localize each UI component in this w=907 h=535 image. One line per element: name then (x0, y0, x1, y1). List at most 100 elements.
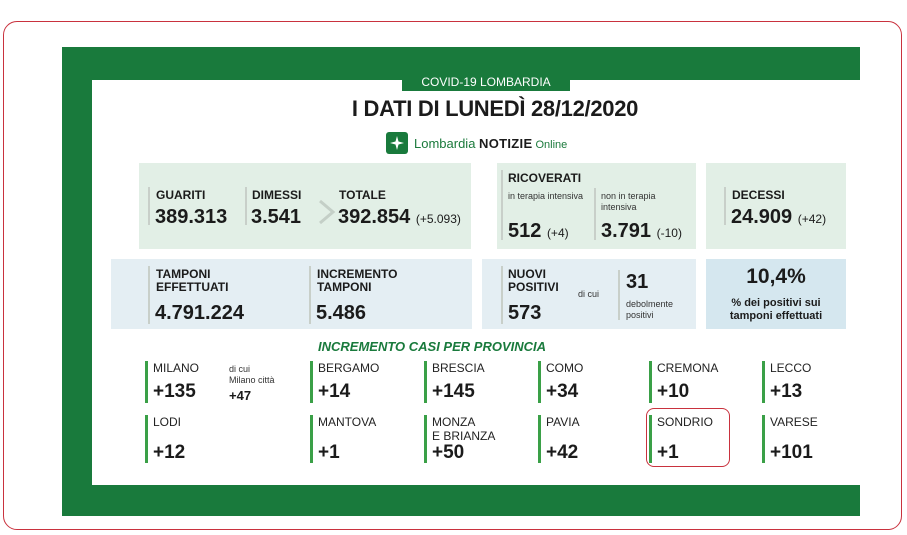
tamponi-value: 4.791.224 (155, 302, 244, 324)
province-value: +1 (318, 442, 340, 463)
province-name: COMO (546, 361, 584, 375)
province-name: PAVIA (546, 415, 580, 429)
divider (618, 270, 620, 320)
province-value: +50 (432, 442, 465, 463)
incremento-tamponi-value: 5.486 (316, 302, 367, 324)
tamponi-label: TAMPONI EFFETTUATI (156, 268, 228, 294)
guariti-value: 389.313 (155, 206, 228, 228)
province-name: MONZA E BRIANZA (432, 415, 495, 443)
province-value: +13 (770, 381, 803, 402)
province-bar (424, 415, 427, 463)
di-cui-label: di cui (578, 289, 600, 299)
chevron-right-icon (319, 199, 336, 225)
province-name: BERGAMO (318, 361, 380, 375)
debolmente-positivi-value: 31 (626, 271, 649, 293)
recovered-box (139, 163, 471, 249)
divider (724, 187, 726, 225)
province-bar (424, 361, 427, 403)
province-bar (762, 361, 765, 403)
provinces-title: INCREMENTO CASI PER PROVINCIA (318, 339, 547, 354)
positives-box (482, 259, 696, 329)
province-value: +34 (546, 381, 579, 402)
brand-name: Lombardia NOTIZIE Online (414, 136, 567, 151)
province-bar (762, 415, 765, 463)
province-bar (538, 415, 541, 463)
divider (309, 266, 311, 324)
province-value: +101 (770, 442, 813, 463)
icu-number: 512 (508, 220, 542, 242)
province-value: +42 (546, 442, 579, 463)
non-icu-delta: (-10) (656, 226, 682, 240)
ratio-label-line2: tamponi effettuati (729, 310, 823, 322)
decessi-delta: (+42) (797, 212, 827, 226)
province-name: MANTOVA (318, 415, 377, 429)
province-value: +145 (432, 381, 475, 402)
province-bar (310, 415, 313, 463)
province-name: LODI (153, 415, 182, 429)
ratio-label: % dei positivi sui tamponi effettuati (706, 297, 846, 323)
province-name: LECCO (770, 361, 812, 375)
lombardia-logo-icon (386, 132, 408, 154)
icu-label: in terapia intensiva (508, 191, 584, 201)
tamponi-label-line2: EFFETTUATI (156, 280, 229, 294)
page-title: I DATI DI LUNEDÌ 28/12/2020 (351, 96, 639, 121)
province-name: MILANO (153, 361, 200, 375)
dimessi-label: DIMESSI (252, 188, 302, 202)
decessi-number: 24.909 (731, 206, 793, 228)
milano-note-line1: di cui (229, 364, 251, 374)
province-name: CREMONA (657, 361, 719, 375)
outer-frame (3, 21, 902, 530)
ricoverati-label: RICOVERATI (508, 171, 582, 185)
non-icu-number: 3.791 (601, 220, 652, 242)
weak-label-line1: debolmente (626, 299, 674, 309)
province-value: +1 (657, 442, 679, 463)
province-bar (310, 361, 313, 403)
divider (148, 187, 150, 225)
dimessi-value: 3.541 (251, 206, 302, 228)
positivi-label-line1: NUOVI (508, 267, 547, 281)
incremento-tamponi-label: INCREMENTO TAMPONI (317, 268, 397, 294)
totale-number: 392.854 (338, 206, 411, 228)
sondrio-highlight (646, 408, 730, 467)
province-name-line1: MONZA (432, 415, 476, 429)
non-icu-label: non in terapia intensiva (601, 191, 656, 212)
tamponi-label-line1: TAMPONI (156, 267, 211, 281)
ratio-box (706, 259, 846, 329)
province-value: +14 (318, 381, 351, 402)
nuovi-positivi-value: 573 (508, 302, 542, 324)
province-name-line2: E BRIANZA (432, 429, 496, 443)
province-name: BRESCIA (432, 361, 485, 375)
province-value: +12 (153, 442, 186, 463)
brand-online: Online (532, 138, 568, 151)
totale-label: TOTALE (339, 188, 386, 202)
totale-delta: (+5.093) (415, 212, 461, 226)
province-value: +10 (657, 381, 690, 402)
totale-value: 392.854 (+5.093) (338, 206, 461, 229)
divider (501, 266, 503, 324)
divider (245, 187, 247, 225)
guariti-label: GUARITI (156, 188, 206, 202)
province-bar (649, 415, 652, 463)
divider (148, 266, 150, 324)
positivi-label-line2: POSITIVI (508, 280, 559, 294)
icu-value: 512 (+4) (508, 220, 569, 243)
icu-delta: (+4) (546, 226, 569, 240)
brand-main: Lombardia (414, 135, 480, 151)
incremento-label-line2: TAMPONI (317, 280, 372, 294)
divider (501, 170, 503, 240)
debolmente-positivi-label: debolmente positivi (626, 299, 673, 321)
province-value: +135 (153, 381, 196, 402)
province-bar (145, 415, 148, 463)
swabs-box (111, 259, 472, 329)
hospital-box (497, 163, 696, 249)
nuovi-positivi-label: NUOVI POSITIVI (508, 268, 559, 294)
header-tag: COVID-19 LOMBARDIA (402, 73, 570, 91)
province-bar (538, 361, 541, 403)
province-name: SONDRIO (657, 415, 714, 429)
weak-label-line2: positivi (626, 310, 654, 320)
decessi-label: DECESSI (732, 188, 785, 202)
milano-note-line2: Milano città (229, 375, 275, 385)
ratio-value: 10,4% (746, 265, 806, 288)
province-name: VARESE (770, 415, 818, 429)
non-icu-value: 3.791 (-10) (601, 220, 682, 243)
